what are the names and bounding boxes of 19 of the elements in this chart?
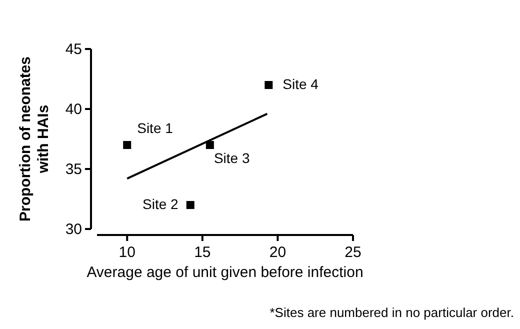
annotation: Site 2 bbox=[142, 196, 179, 212]
y-tick-label: 30 bbox=[65, 221, 82, 238]
y-axis-title: Proportion of neonates with HAIs bbox=[17, 56, 52, 222]
y-tick-label: 40 bbox=[65, 101, 82, 118]
x-tick-label: 20 bbox=[269, 244, 286, 261]
x-tick-label: 15 bbox=[194, 244, 211, 261]
point bbox=[206, 141, 214, 149]
x-tick-label: 10 bbox=[118, 244, 136, 261]
annotation: Site 1 bbox=[137, 120, 174, 136]
point bbox=[264, 81, 273, 89]
annotation: Site 3 bbox=[214, 150, 250, 166]
point bbox=[186, 201, 194, 209]
x-axis-title: Average age of unit given before infection bbox=[86, 264, 364, 281]
text: *Sites are numbered in no particular order. bbox=[270, 305, 514, 320]
y-tick-label: 35 bbox=[65, 161, 82, 178]
y-tick-label: 45 bbox=[65, 41, 82, 58]
x-tick-label: 25 bbox=[344, 244, 362, 261]
point bbox=[123, 141, 132, 149]
annotation: Site 4 bbox=[282, 76, 319, 92]
